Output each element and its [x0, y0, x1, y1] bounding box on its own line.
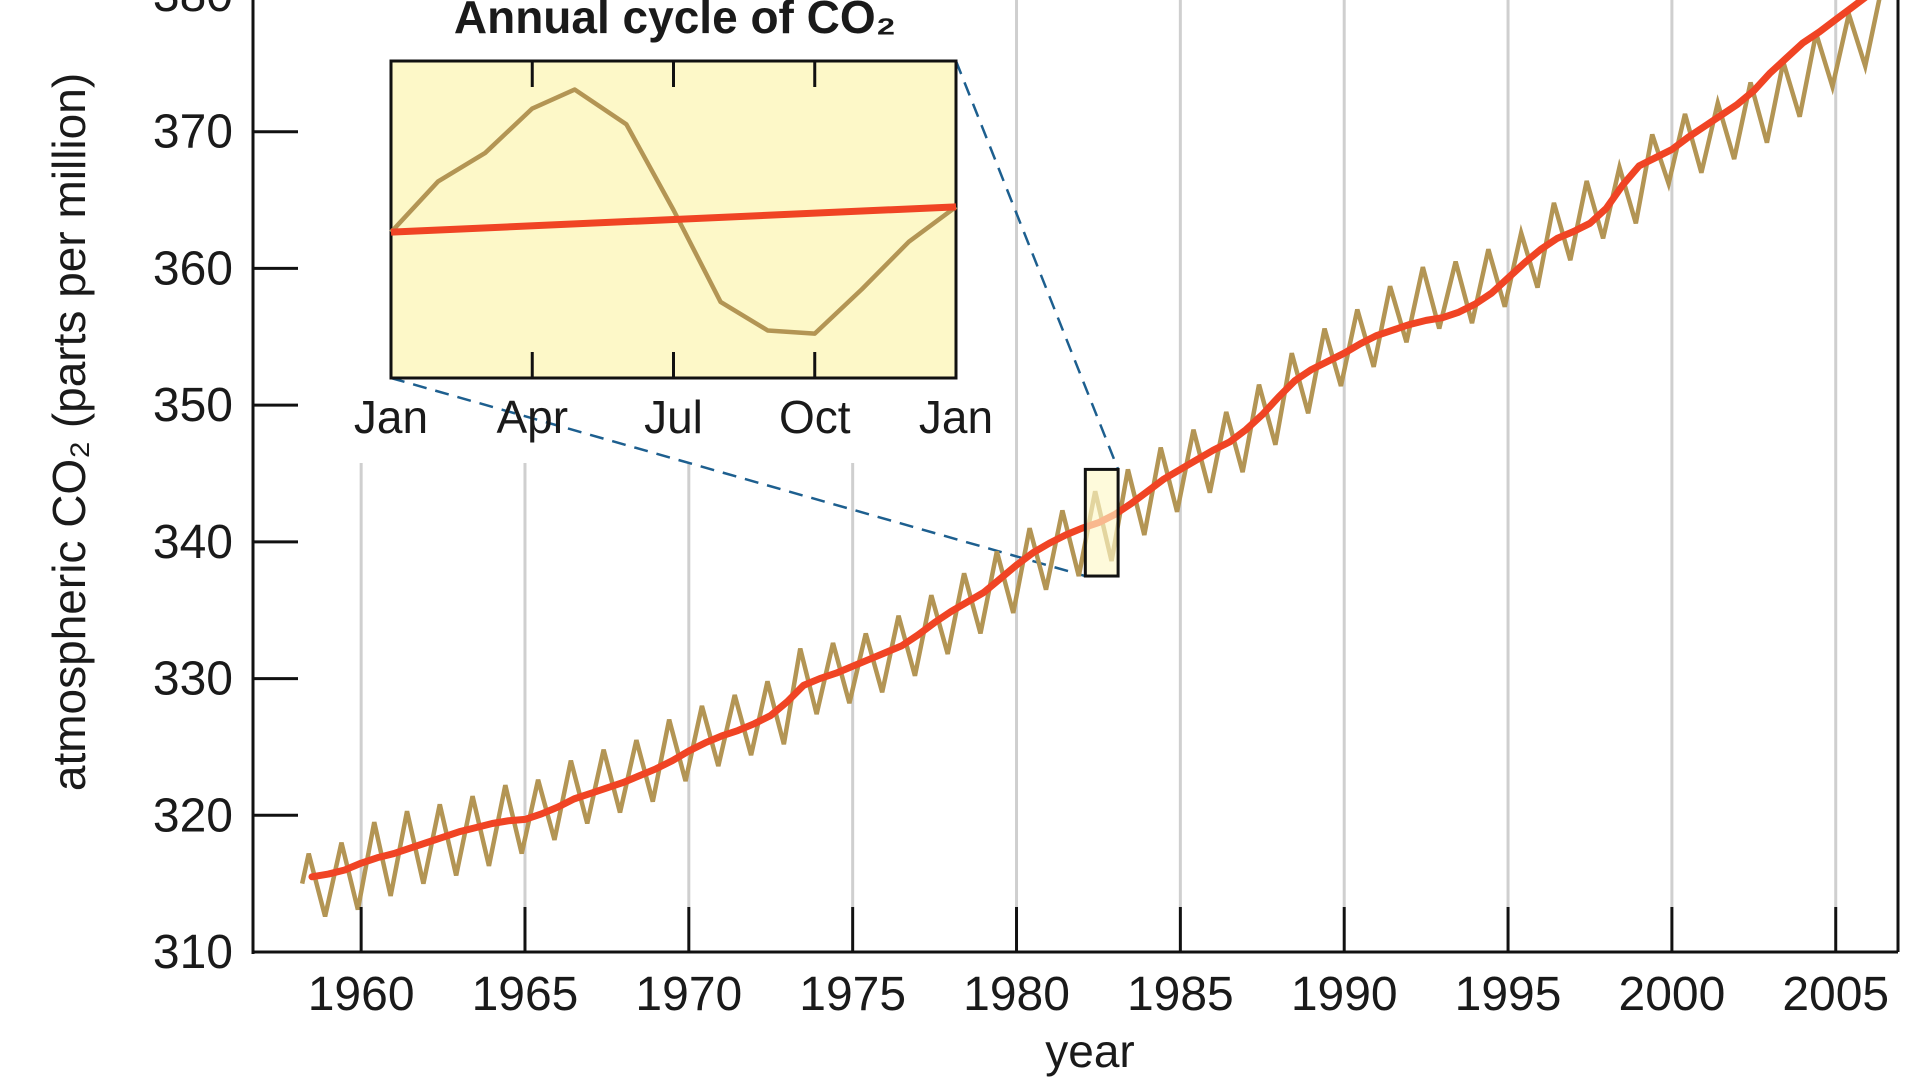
inset-seasonal-line [389, 87, 958, 336]
y-tick-label: 320 [153, 789, 233, 842]
x-tick-label: 2005 [1782, 968, 1889, 1021]
inset-x-tick-label: Jan [354, 391, 428, 443]
y-tick-label: 330 [153, 653, 233, 706]
y-tick-label: 340 [153, 516, 233, 569]
inset-x-tick-label: Apr [496, 391, 568, 443]
x-tick-label: 1960 [308, 968, 415, 1021]
x-tick-label: 1980 [963, 968, 1070, 1021]
highlight-box [1083, 467, 1120, 578]
y-tick-label: 350 [153, 379, 233, 432]
y-tick-label: 370 [153, 106, 233, 159]
inset-x-tick-label: Jul [644, 391, 703, 443]
x-tick-label: 2000 [1619, 968, 1726, 1021]
inset-x-tick-label: Oct [779, 391, 851, 443]
x-tick-label: 1990 [1291, 968, 1398, 1021]
y-axis-title: atmospheric CO₂ (parts per million) [43, 73, 95, 791]
y-tick-label: 310 [153, 926, 233, 979]
connector-line-upper [954, 60, 1120, 470]
y-tick-label: 380 [153, 0, 233, 22]
connector-line-lower [390, 376, 1086, 578]
x-tick-label: 1975 [799, 968, 906, 1021]
inset-x-tick-label: Jan [919, 391, 993, 443]
x-tick-label: 1995 [1455, 968, 1562, 1021]
inset-trend-line [390, 203, 957, 236]
y-tick-label: 360 [153, 242, 233, 295]
inset-title: Annual cycle of CO₂ [454, 0, 896, 43]
x-tick-label: 1965 [472, 968, 579, 1021]
x-axis-title: year [1045, 1025, 1134, 1077]
x-tick-label: 1985 [1127, 968, 1234, 1021]
x-tick-label: 1970 [635, 968, 742, 1021]
